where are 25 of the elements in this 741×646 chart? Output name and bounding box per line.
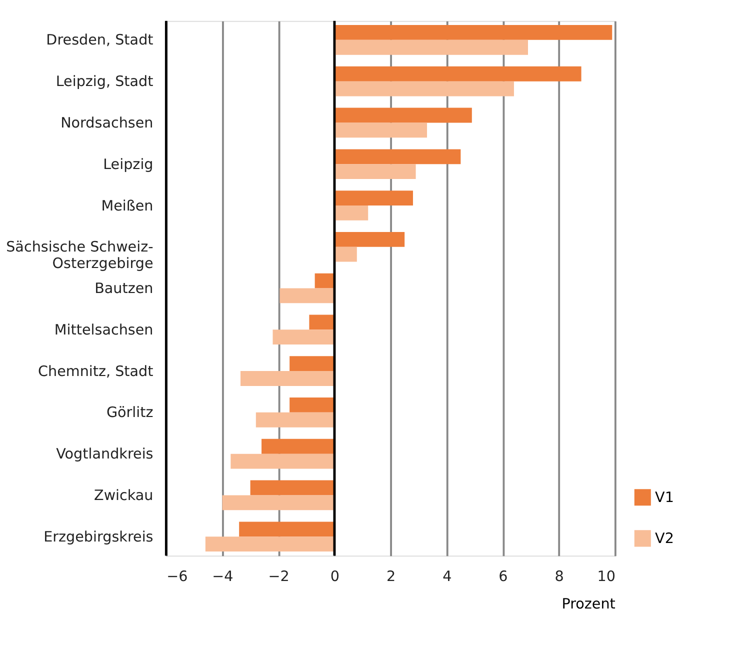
y-tick-label: Erzgebirgskreis	[44, 529, 154, 546]
x-tick-label: 4	[442, 568, 452, 585]
y-tick-label: Bautzen	[94, 281, 154, 298]
y-tick-label: Görlitz	[106, 405, 154, 422]
y-tick-label: Leipzig	[103, 156, 154, 173]
legend-label: V1	[655, 490, 674, 506]
legend-label: V2	[655, 531, 674, 548]
x-tick-label: −4	[212, 568, 234, 585]
y-tick-label: Chemnitz, Stadt	[38, 364, 154, 380]
x-tick-label: 2	[386, 568, 396, 585]
y-tick-label: Mittelsachsen	[54, 322, 154, 338]
x-axis-title: Prozent	[562, 596, 616, 613]
x-tick-label: 10	[597, 568, 616, 585]
x-tick-label: 8	[554, 568, 564, 585]
y-tick-label: Vogtlandkreis	[56, 446, 154, 463]
y-tick-label: Leipzig, Stadt	[56, 74, 154, 90]
y-tick-label: Dresden, Stadt	[46, 32, 154, 49]
y-tick-label: Zwickau	[94, 488, 154, 504]
y-tick-label: Sächsische Schweiz-Osterzgebirge	[6, 240, 154, 272]
x-tick-label: −2	[268, 568, 290, 585]
x-tick-label: 6	[498, 568, 508, 585]
x-tick-label: 0	[330, 568, 340, 585]
y-tick-label: Meißen	[101, 198, 154, 214]
x-tick-label: −6	[166, 568, 188, 585]
y-tick-label: Nordsachsen	[60, 115, 154, 132]
